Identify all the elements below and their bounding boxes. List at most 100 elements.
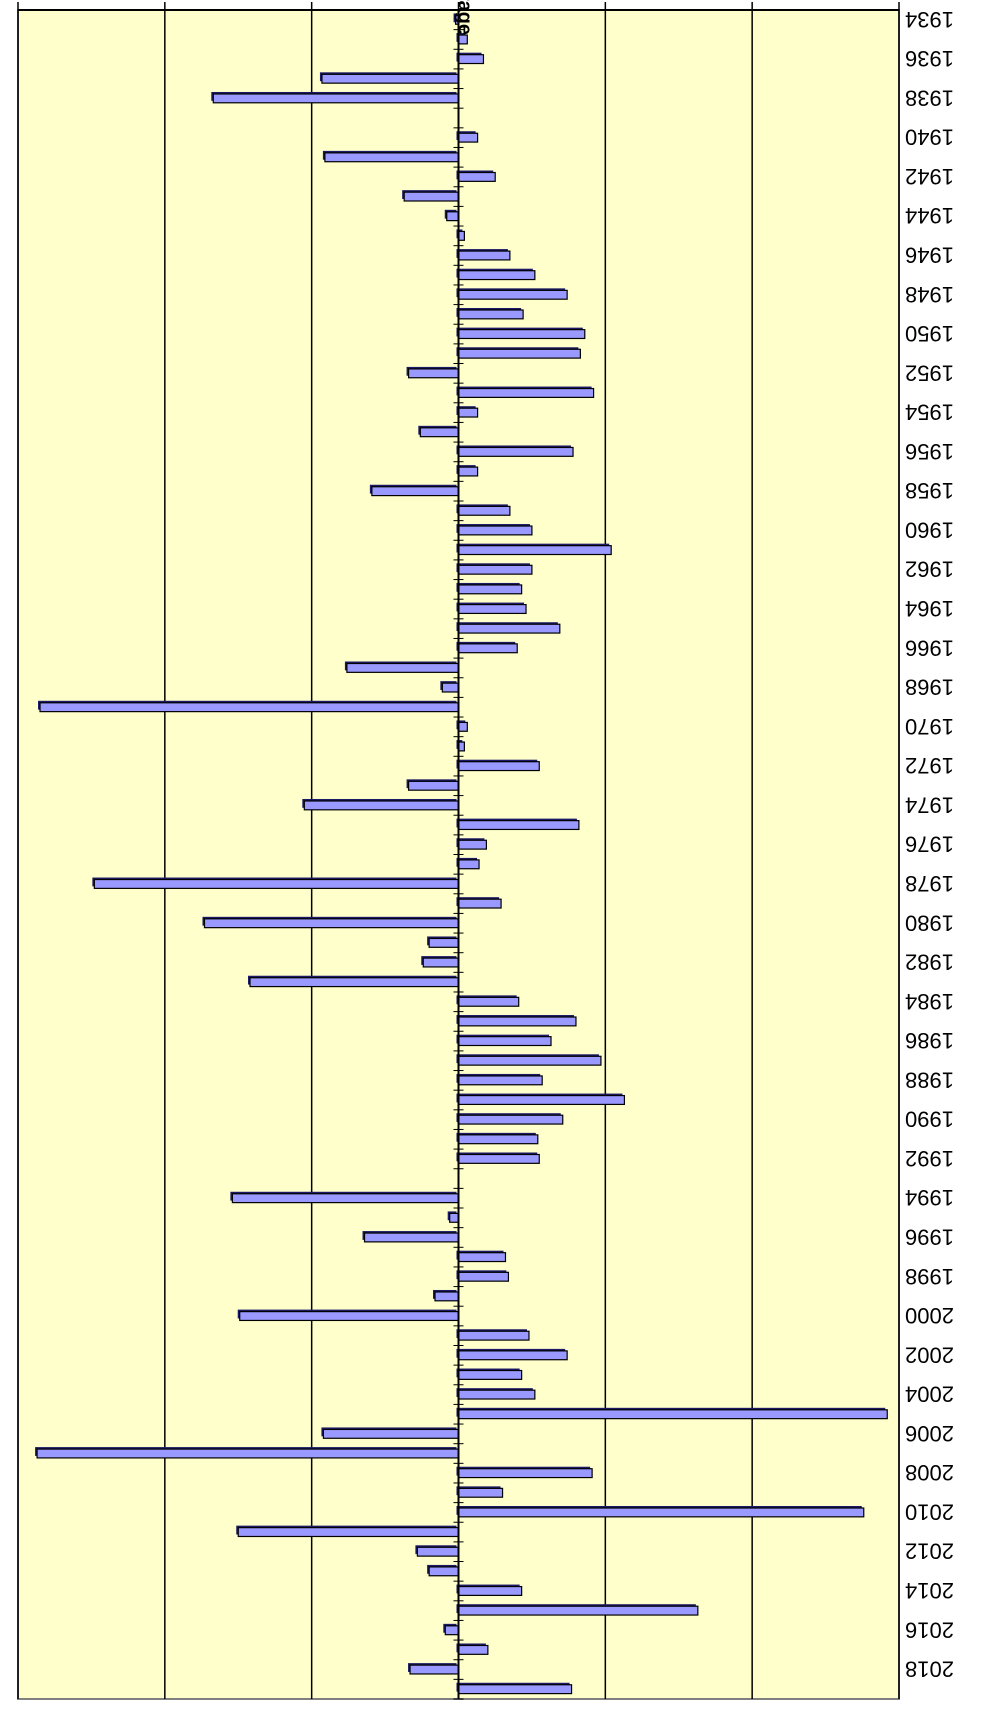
bar — [203, 918, 460, 929]
year-tick-label: 1998 — [905, 1264, 954, 1289]
year-tick-label: 2012 — [905, 1539, 954, 1564]
bar — [407, 368, 460, 379]
bar — [457, 859, 480, 870]
bar — [457, 387, 595, 398]
year-tick-label: 2006 — [905, 1421, 954, 1446]
bar — [457, 545, 612, 556]
year-tick-label: 2008 — [905, 1460, 954, 1485]
bar — [371, 486, 460, 497]
bar — [457, 1252, 507, 1263]
bar — [457, 446, 574, 457]
year-tick-label: 1946 — [905, 242, 954, 267]
bar — [303, 800, 460, 811]
year-tick-label: 1948 — [905, 282, 954, 307]
year-tick-label: 1964 — [905, 596, 954, 621]
bar — [457, 584, 523, 595]
bar — [363, 1232, 460, 1243]
bar — [324, 152, 460, 163]
bar — [457, 505, 511, 516]
year-tick-label: 1950 — [905, 321, 954, 346]
bar — [457, 132, 479, 143]
bar — [212, 93, 460, 104]
year-tick-label: 2004 — [905, 1382, 954, 1407]
bar — [457, 1330, 530, 1341]
bar — [457, 34, 468, 45]
year-tick-label: 1986 — [905, 1028, 954, 1053]
bar — [457, 250, 511, 261]
year-tick-label: 1938 — [905, 85, 954, 110]
bar — [434, 1291, 460, 1302]
year-tick-label: 2000 — [905, 1303, 954, 1328]
bar — [346, 662, 460, 673]
year-tick-label: 1972 — [905, 753, 954, 778]
bar — [457, 643, 518, 654]
bar — [36, 1448, 460, 1459]
bar — [457, 1644, 489, 1655]
bar — [457, 525, 533, 536]
year-tick-label: 1958 — [905, 478, 954, 503]
bar — [403, 191, 460, 202]
bar — [39, 702, 460, 713]
year-tick-label: 1944 — [905, 203, 954, 228]
bar — [457, 1114, 564, 1125]
bar — [457, 1075, 543, 1086]
bar — [457, 564, 533, 575]
bar — [231, 1193, 460, 1204]
year-tick-label: 1936 — [905, 46, 954, 71]
year-tick-label: 1976 — [905, 832, 954, 857]
year-tick-label: 1994 — [905, 1185, 954, 1210]
bar — [457, 820, 580, 831]
bar — [457, 1605, 699, 1616]
bar — [249, 977, 460, 988]
year-tick-label: 1992 — [905, 1146, 954, 1171]
axes — [17, 2, 900, 1700]
year-tick-label: 1934 — [905, 7, 954, 32]
bar — [457, 1134, 539, 1145]
bar — [457, 289, 568, 300]
year-tick-label: 1974 — [905, 792, 954, 817]
bar — [457, 1271, 510, 1282]
bar — [419, 427, 460, 438]
year-tick-label: 2016 — [905, 1617, 954, 1642]
year-tick-label: 1960 — [905, 517, 954, 542]
bar — [457, 171, 496, 182]
bar — [457, 1409, 888, 1420]
bar — [457, 466, 479, 477]
year-tick-label: 1954 — [905, 400, 954, 425]
bar — [457, 329, 586, 340]
year-tick-label: 1956 — [905, 439, 954, 464]
year-tick-label: 1962 — [905, 557, 954, 582]
bar — [457, 1507, 865, 1518]
bar — [457, 761, 540, 772]
bar — [457, 270, 536, 281]
bar — [407, 780, 460, 791]
bar — [457, 839, 487, 850]
bar — [457, 996, 520, 1007]
bar — [416, 1546, 460, 1557]
bar — [446, 211, 460, 222]
year-tick-label: 1984 — [905, 989, 954, 1014]
bar — [457, 407, 479, 418]
bar — [457, 1153, 540, 1164]
bar — [457, 1468, 593, 1479]
bar — [457, 1684, 573, 1695]
year-tick-label: 1978 — [905, 871, 954, 896]
year-tick-label: 1990 — [905, 1107, 954, 1132]
bar — [457, 348, 581, 359]
year-tick-label: 1968 — [905, 675, 954, 700]
bar — [457, 1036, 552, 1047]
bar — [422, 957, 460, 968]
bar — [457, 1350, 568, 1361]
labels: 1934 1936 1938 1940 1942 1944 1946 1948 1950 1952… — [454, 0, 954, 1682]
bar — [409, 1664, 460, 1675]
year-tick-label: 2002 — [905, 1342, 954, 1367]
bar — [457, 1585, 523, 1597]
bar — [444, 1625, 460, 1636]
year-tick-label: 1982 — [905, 950, 954, 975]
bar — [457, 309, 524, 320]
year-tick-label: 1966 — [905, 635, 954, 660]
year-tick-label: 1940 — [905, 125, 954, 150]
year-tick-label: 1980 — [905, 910, 954, 935]
